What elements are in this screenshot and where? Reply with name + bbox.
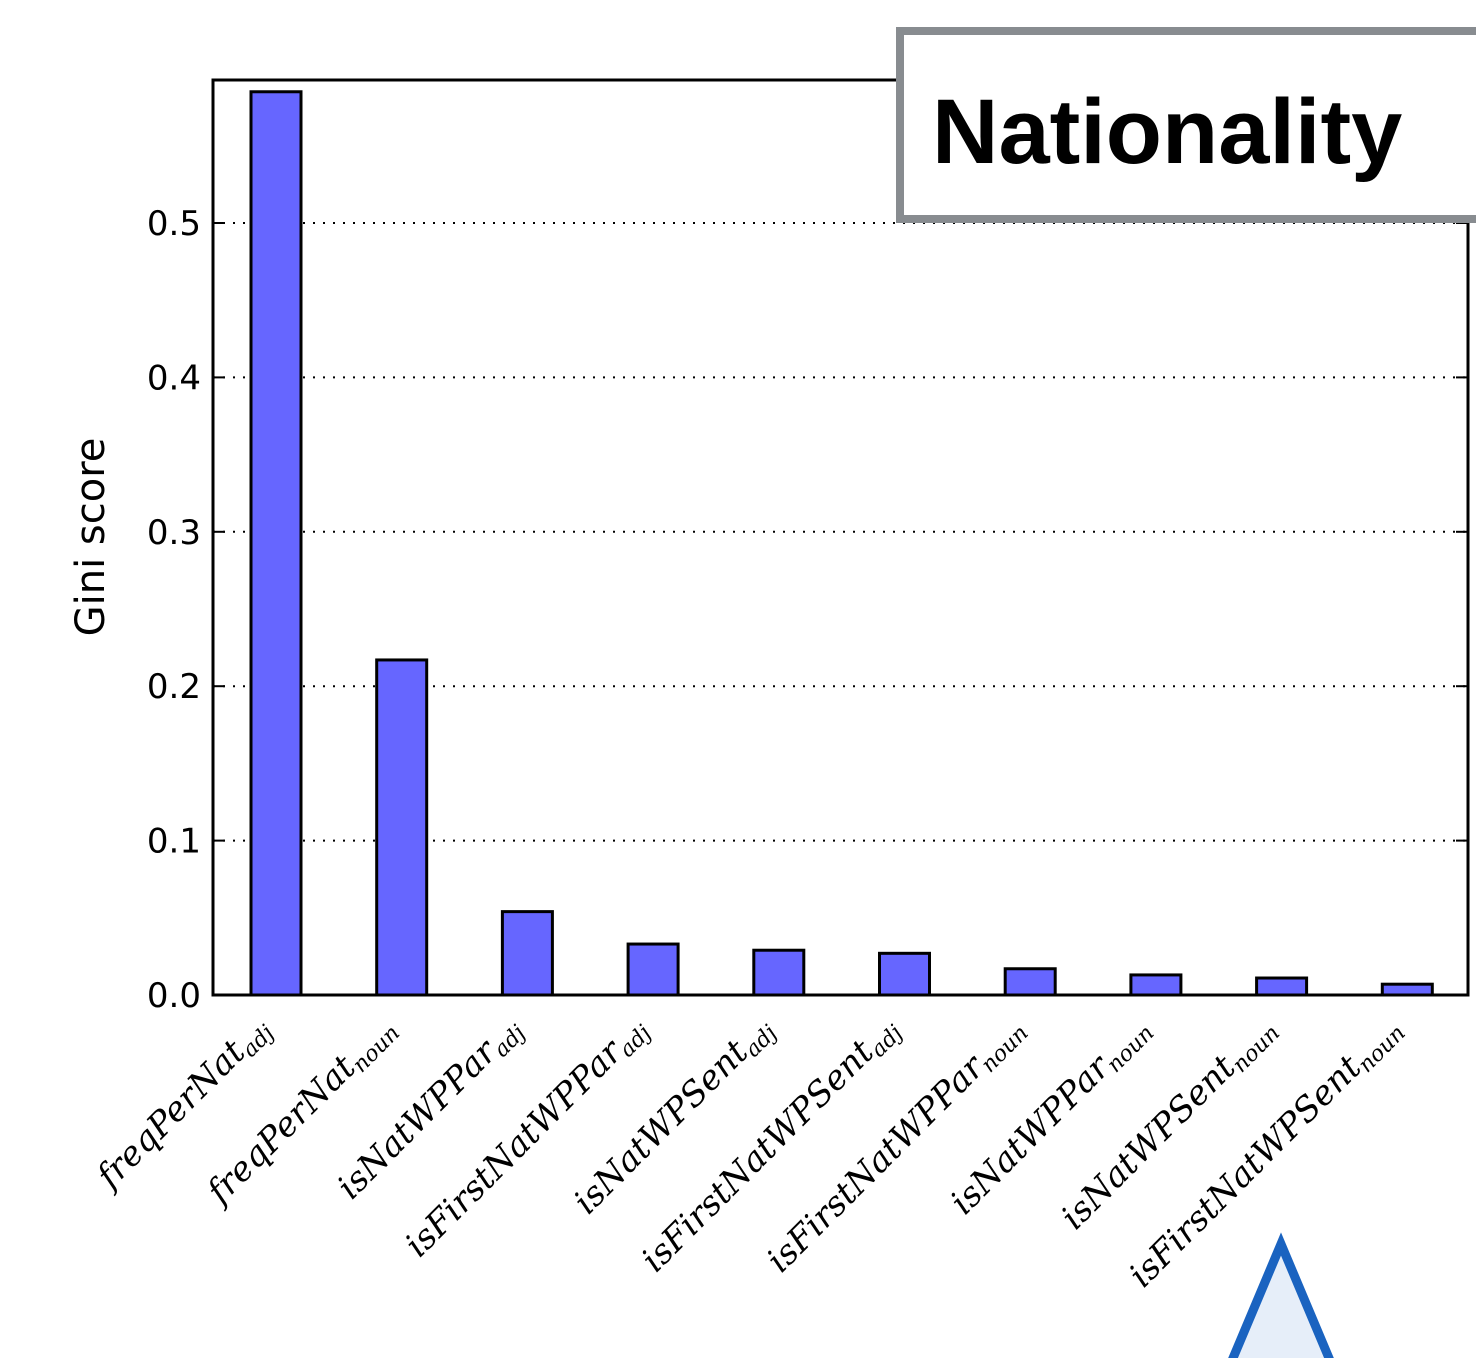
x-tick-label: isFirstNatWPParadj <box>397 1008 656 1267</box>
y-tick-label: 0.1 <box>147 822 201 862</box>
plot-frame <box>211 78 1470 997</box>
bar <box>1255 976 1309 997</box>
x-tick-label: isNatWPSentnoun <box>1053 1008 1285 1240</box>
y-tick-label: 0.5 <box>147 204 201 244</box>
bar <box>752 948 806 997</box>
y-axis-label: Gini score <box>68 438 114 637</box>
y-tick-label: 0.3 <box>147 513 201 553</box>
up-arrow-icon <box>1228 1232 1334 1358</box>
title-box: Nationality <box>896 27 1476 223</box>
chart-title: Nationality <box>932 81 1402 183</box>
y-axis: 0.0 0.1 0.2 0.3 0.4 0.5 <box>147 204 1468 1016</box>
x-axis-labels: freqPerNatadjfreqPerNatnounisNatWPParadj… <box>87 1008 1411 1296</box>
bar <box>500 910 554 997</box>
bar <box>1003 967 1057 997</box>
y-tick-label: 0.4 <box>147 358 201 398</box>
y-tick-label: 0.0 <box>147 976 201 1016</box>
bar <box>249 90 303 997</box>
bars <box>249 90 1434 997</box>
bar <box>626 942 680 997</box>
bar <box>375 658 429 997</box>
bar <box>1129 973 1183 997</box>
bar <box>878 951 931 997</box>
y-tick-label: 0.2 <box>147 667 201 707</box>
bar <box>1380 982 1434 997</box>
